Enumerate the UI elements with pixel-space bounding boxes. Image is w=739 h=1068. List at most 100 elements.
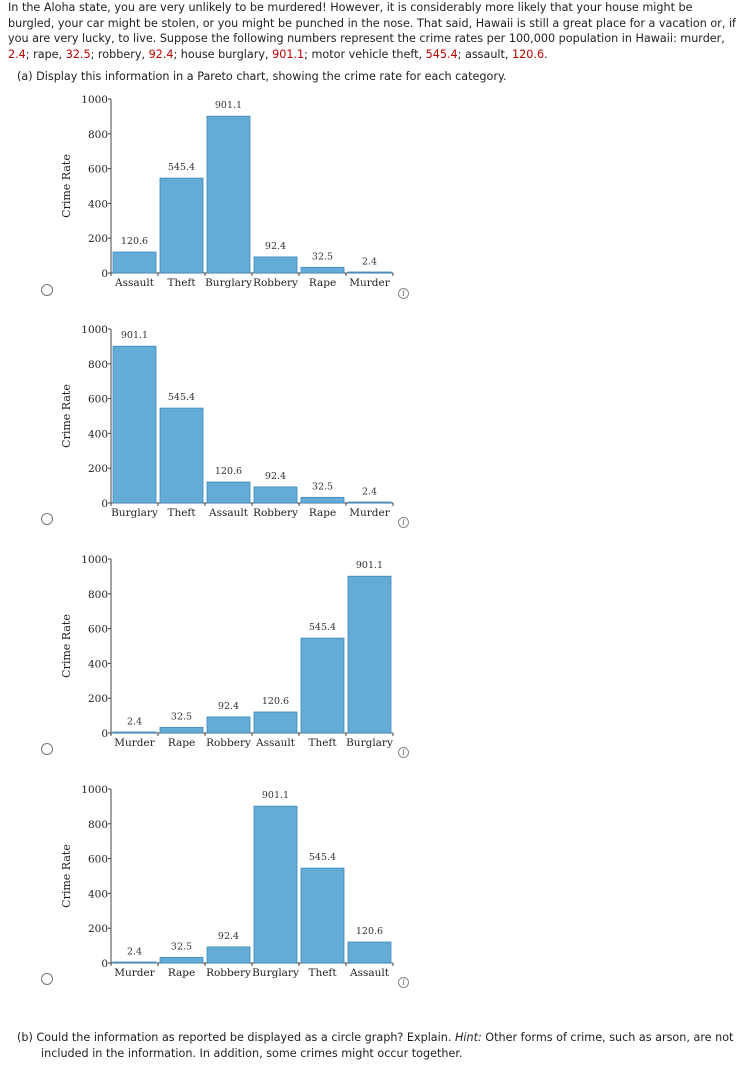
y-tick-label: 600 — [88, 164, 108, 176]
y-tick-label: 0 — [101, 268, 108, 280]
value-robbery: 92.4 — [148, 47, 174, 61]
pareto-chart-option-3: Crime Rate 0 200 400 600 800 1000 2.4 Murder 32.5… — [60, 554, 394, 749]
value-label: 32.5 — [171, 711, 192, 722]
answer-radio-option-2[interactable] — [41, 513, 53, 525]
value-label: 545.4 — [168, 162, 195, 173]
info-icon[interactable]: i — [398, 977, 409, 988]
y-tick-label: 200 — [88, 923, 108, 935]
category-label: Murder — [114, 737, 155, 749]
value-label: 120.6 — [356, 926, 383, 937]
value-label: 545.4 — [309, 852, 336, 863]
bar-burglary — [206, 115, 251, 274]
bar-murder — [112, 731, 157, 734]
info-icon[interactable]: i — [398, 747, 409, 758]
value-label: 2.4 — [127, 717, 142, 728]
category-label: Robbery — [253, 507, 298, 519]
problem-statement: In the Aloha state, you are very unlikel… — [8, 0, 736, 62]
category-label: Theft — [167, 277, 196, 289]
value-label: 901.1 — [215, 100, 242, 111]
y-axis-label: Crime Rate — [60, 614, 73, 678]
bar-murder — [347, 501, 392, 504]
y-tick-label: 200 — [88, 233, 108, 245]
bar-robbery — [253, 486, 298, 504]
value-label: 32.5 — [312, 251, 333, 262]
value-label: 120.6 — [121, 236, 148, 247]
intro-sep: ; motor vehicle theft, — [304, 47, 426, 61]
category-label: Burglary — [346, 737, 393, 749]
hint-label: Hint: — [454, 1031, 482, 1044]
value-label: 32.5 — [312, 481, 333, 492]
y-tick-label: 600 — [88, 624, 108, 636]
category-label: Theft — [167, 507, 196, 519]
value-label: 92.4 — [218, 931, 239, 942]
value-label: 901.1 — [121, 330, 148, 341]
intro-sep: . — [544, 47, 548, 61]
value-label: 2.4 — [127, 947, 142, 958]
category-label: Assault — [114, 277, 155, 289]
y-tick-label: 0 — [101, 498, 108, 510]
y-axis-label: Crime Rate — [60, 154, 73, 218]
category-label: Robbery — [253, 277, 298, 289]
bar-theft — [159, 177, 204, 274]
y-tick-label: 200 — [88, 693, 108, 705]
value-label: 92.4 — [265, 471, 286, 482]
y-axis-label: Crime Rate — [60, 844, 73, 908]
answer-radio-option-3[interactable] — [41, 743, 53, 755]
y-tick-label: 1000 — [81, 554, 108, 566]
bar-murder — [112, 961, 157, 964]
value-label: 545.4 — [309, 622, 336, 633]
value-label: 2.4 — [362, 487, 377, 498]
category-label: Burglary — [205, 277, 252, 289]
info-icon[interactable]: i — [398, 517, 409, 528]
y-tick-label: 400 — [88, 428, 108, 440]
bar-theft — [159, 407, 204, 504]
y-tick-label: 400 — [88, 658, 108, 670]
value-label: 120.6 — [262, 696, 289, 707]
intro-sep: ; robbery, — [90, 47, 149, 61]
bar-burglary — [253, 805, 298, 964]
intro-sep: ; assault, — [457, 47, 513, 61]
y-tick-label: 800 — [88, 129, 108, 141]
category-label: Burglary — [252, 967, 299, 979]
bar-assault — [112, 251, 157, 274]
bar-assault — [206, 481, 251, 504]
part-b-text: (b) Could the information as reported be… — [17, 1031, 455, 1044]
value-murder: 2.4 — [8, 47, 26, 61]
value-label: 901.1 — [356, 560, 383, 571]
category-label: Assault — [208, 507, 249, 519]
bar-burglary — [112, 345, 157, 504]
category-label: Theft — [308, 967, 337, 979]
category-label: Burglary — [111, 507, 158, 519]
y-tick-label: 800 — [88, 589, 108, 601]
answer-radio-option-1[interactable] — [41, 284, 53, 296]
value-burglary: 901.1 — [272, 47, 305, 61]
value-label: 545.4 — [168, 392, 195, 403]
bar-rape — [300, 496, 345, 504]
category-label: Murder — [114, 967, 155, 979]
bar-theft — [300, 867, 345, 964]
intro-sep: ; rape, — [25, 47, 66, 61]
bar-assault — [347, 941, 392, 964]
pareto-chart-option-2: Crime Rate 0 200 400 600 800 1000 901.1 Burglary… — [60, 324, 394, 519]
bar-theft — [300, 637, 345, 734]
y-tick-label: 400 — [88, 888, 108, 900]
bar-murder — [347, 271, 392, 274]
value-assault: 120.6 — [512, 47, 545, 61]
value-label: 901.1 — [262, 790, 289, 801]
y-tick-label: 600 — [88, 854, 108, 866]
info-icon[interactable]: i — [398, 288, 409, 299]
y-tick-label: 1000 — [81, 324, 108, 336]
value-label: 120.6 — [215, 466, 242, 477]
y-tick-label: 1000 — [81, 94, 108, 106]
part-a-question: (a) Display this information in a Pareto… — [17, 70, 507, 83]
pareto-chart-option-1: Crime Rate 0 200 400 600 800 1000 120.6 Assault 5… — [60, 94, 394, 289]
y-tick-label: 1000 — [81, 784, 108, 796]
value-motor-vehicle-theft: 545.4 — [425, 47, 458, 61]
category-label: Rape — [168, 967, 195, 979]
answer-radio-option-4[interactable] — [41, 973, 53, 985]
value-label: 92.4 — [218, 701, 239, 712]
value-label: 2.4 — [362, 257, 377, 268]
y-tick-label: 200 — [88, 463, 108, 475]
intro-sep: ; house burglary, — [173, 47, 273, 61]
value-label: 32.5 — [171, 941, 192, 952]
